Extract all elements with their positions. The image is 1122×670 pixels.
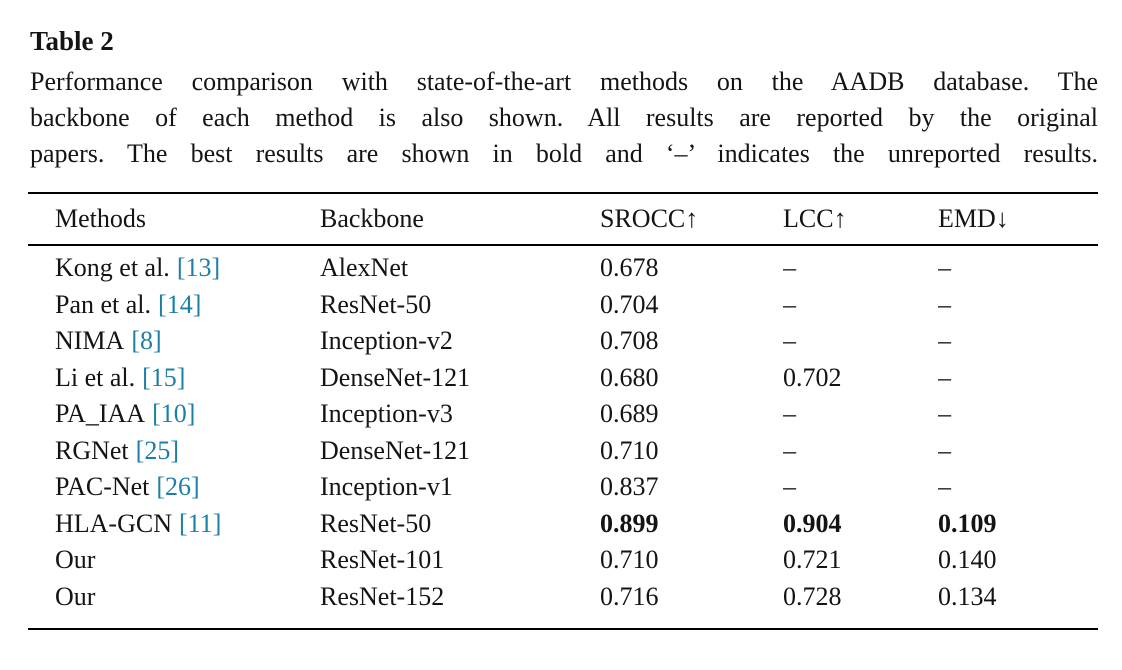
caption-line: papers. The best results are shown in bo… — [30, 139, 1098, 168]
method-cell: RGNet [25] — [28, 433, 320, 470]
table-row: Pan et al. [14] ResNet-50 0.704 – – — [28, 287, 1098, 324]
emd-cell: 0.109 — [938, 508, 997, 538]
backbone-cell: Inception-v3 — [320, 399, 453, 428]
method-name: HLA-GCN — [55, 508, 172, 538]
lcc-cell: – — [783, 289, 796, 319]
srocc-cell: 0.716 — [600, 581, 659, 611]
citation-link[interactable]: [8] — [131, 326, 162, 355]
table-row: RGNet [25] DenseNet-121 0.710 – – — [28, 433, 1098, 470]
method-name: RGNet — [55, 435, 129, 465]
column-header-backbone: Backbone — [320, 193, 600, 246]
backbone-cell: ResNet-50 — [320, 508, 432, 538]
backbone-cell: Inception-v1 — [320, 472, 453, 501]
column-header-methods: Methods — [28, 193, 320, 246]
emd-cell: – — [938, 472, 951, 501]
citation-link[interactable]: [14] — [158, 289, 202, 319]
caption-line: Performance comparison with state-of-the… — [30, 67, 1098, 96]
backbone-cell: DenseNet-121 — [320, 435, 471, 465]
citation-link[interactable]: [25] — [135, 435, 179, 465]
lcc-cell: 0.728 — [783, 581, 842, 611]
citation-link[interactable]: [11] — [179, 508, 222, 538]
emd-cell: – — [938, 289, 951, 319]
emd-cell: – — [938, 435, 951, 465]
method-cell: Pan et al. [14] — [28, 287, 320, 324]
lcc-cell: – — [783, 326, 796, 355]
emd-cell: 0.134 — [938, 581, 997, 611]
backbone-cell: ResNet-152 — [320, 581, 445, 611]
lcc-cell: – — [783, 472, 796, 501]
method-name: Li et al. — [55, 362, 136, 392]
method-cell: HLA-GCN [11] — [28, 506, 320, 543]
citation-link[interactable]: [26] — [156, 472, 200, 501]
emd-cell: 0.140 — [938, 545, 997, 574]
emd-cell: – — [938, 362, 951, 392]
method-cell: Li et al. [15] — [28, 360, 320, 397]
srocc-cell: 0.678 — [600, 253, 659, 282]
backbone-cell: AlexNet — [320, 253, 409, 282]
table-row: PAC-Net [26] Inception-v1 0.837 – – — [28, 469, 1098, 506]
header-row: Methods Backbone SROCC↑ LCC↑ EMD↓ — [28, 193, 1098, 246]
table-caption: Performance comparison with state-of-the… — [30, 64, 1098, 172]
method-cell: Our — [28, 542, 320, 579]
srocc-cell: 0.710 — [600, 545, 659, 574]
method-cell: Kong et al. [13] — [28, 245, 320, 287]
table-row: HLA-GCN [11] ResNet-50 0.899 0.904 0.109 — [28, 506, 1098, 543]
method-cell: Our — [28, 579, 320, 630]
srocc-cell: 0.899 — [600, 508, 659, 538]
table-row: Kong et al. [13] AlexNet 0.678 – – — [28, 245, 1098, 287]
table-row: PA_IAA [10] Inception-v3 0.689 – – — [28, 396, 1098, 433]
lcc-cell: 0.904 — [783, 508, 842, 538]
lcc-cell: 0.721 — [783, 545, 842, 574]
table-row: NIMA [8] Inception-v2 0.708 – – — [28, 323, 1098, 360]
method-cell: PAC-Net [26] — [28, 469, 320, 506]
column-header-srocc: SROCC↑ — [600, 193, 783, 246]
method-cell: PA_IAA [10] — [28, 396, 320, 433]
lcc-cell: 0.702 — [783, 362, 842, 392]
srocc-cell: 0.680 — [600, 362, 659, 392]
backbone-cell: ResNet-101 — [320, 545, 445, 574]
lcc-cell: – — [783, 435, 796, 465]
emd-cell: – — [938, 326, 951, 355]
method-cell: NIMA [8] — [28, 323, 320, 360]
backbone-cell: ResNet-50 — [320, 289, 432, 319]
table-row: Our ResNet-101 0.710 0.721 0.140 — [28, 542, 1098, 579]
srocc-cell: 0.708 — [600, 326, 659, 355]
caption-line: backbone of each method is also shown. A… — [30, 103, 1098, 132]
method-name: Our — [55, 581, 96, 611]
emd-cell: – — [938, 253, 951, 282]
method-name: PAC-Net — [55, 472, 150, 501]
backbone-cell: DenseNet-121 — [320, 362, 471, 392]
table-row: Our ResNet-152 0.716 0.728 0.134 — [28, 579, 1098, 630]
results-table: Methods Backbone SROCC↑ LCC↑ EMD↓ Kong e… — [28, 192, 1098, 630]
srocc-cell: 0.710 — [600, 435, 659, 465]
emd-cell: – — [938, 399, 951, 428]
srocc-cell: 0.837 — [600, 472, 659, 501]
method-name: PA_IAA — [55, 399, 146, 428]
column-header-lcc: LCC↑ — [783, 193, 938, 246]
method-name: Our — [55, 545, 96, 574]
srocc-cell: 0.704 — [600, 289, 659, 319]
column-header-emd: EMD↓ — [938, 193, 1098, 246]
table-label: Table 2 — [30, 26, 114, 56]
lcc-cell: – — [783, 253, 796, 282]
lcc-cell: – — [783, 399, 796, 428]
citation-link[interactable]: [13] — [176, 253, 221, 282]
citation-link[interactable]: [15] — [142, 362, 186, 392]
srocc-cell: 0.689 — [600, 399, 659, 428]
backbone-cell: Inception-v2 — [320, 326, 453, 355]
method-name: Pan et al. — [55, 289, 152, 319]
table-row: Li et al. [15] DenseNet-121 0.680 0.702 – — [28, 360, 1098, 397]
citation-link[interactable]: [10] — [152, 399, 196, 428]
method-name: Kong et al. — [55, 253, 170, 282]
method-name: NIMA — [55, 326, 125, 355]
